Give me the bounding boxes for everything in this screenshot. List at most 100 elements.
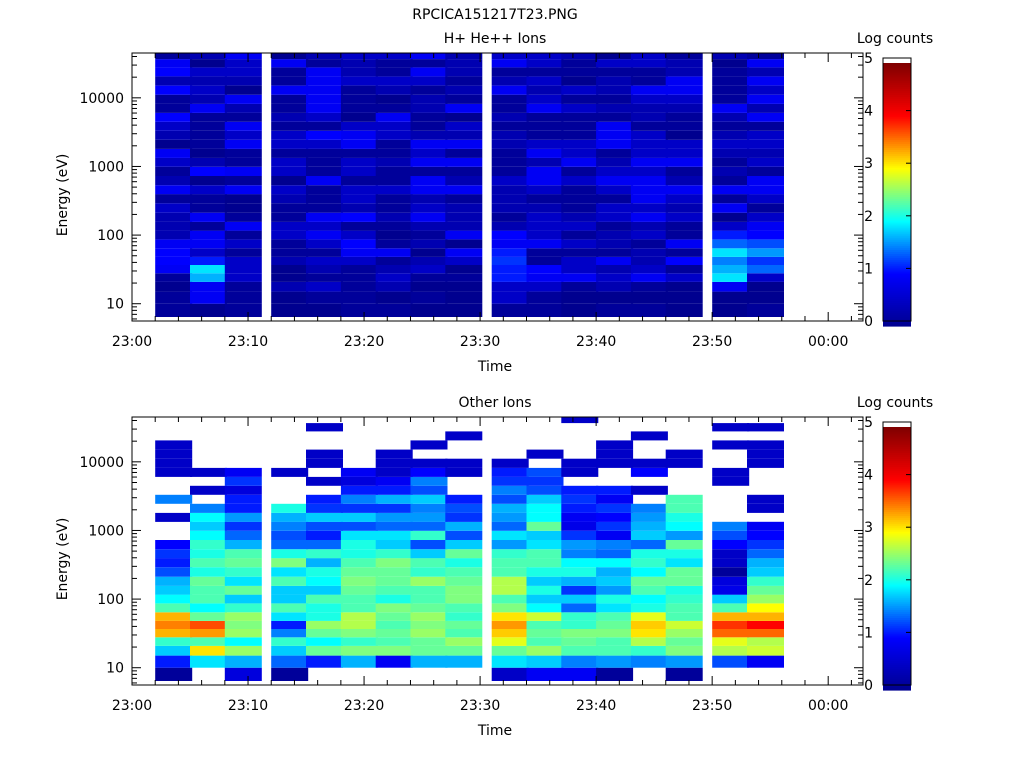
heatmap-cell	[747, 67, 784, 77]
heatmap-cell	[155, 576, 193, 586]
colorbar-segment	[883, 70, 911, 74]
colorbar-segment	[883, 229, 911, 233]
colorbar-segment	[883, 159, 911, 162]
colorbar-segment	[883, 304, 911, 307]
heatmap-cell	[306, 59, 343, 68]
heatmap-cell	[190, 121, 227, 131]
heatmap-cell	[375, 53, 413, 60]
colorbar-segment	[883, 483, 911, 487]
heatmap-cell	[190, 567, 227, 577]
heatmap-cell	[596, 567, 634, 577]
heatmap-cell	[596, 549, 634, 559]
colorbar-segment	[883, 129, 911, 133]
colorbar-segment	[883, 106, 911, 109]
heatmap-cell	[224, 645, 262, 656]
heatmap-cell	[665, 603, 703, 613]
heatmap-cell	[526, 603, 564, 613]
heatmap-cell	[271, 603, 309, 613]
x-axis: 23:00 23:10 23:20 23:30 23:40 23:50 00:00	[112, 53, 852, 350]
heatmap-cell	[271, 540, 309, 550]
colorbar-tick-label: 1	[864, 261, 873, 277]
heatmap-cell	[340, 494, 378, 504]
colorbar-segment	[883, 310, 911, 313]
heatmap-cell	[665, 239, 703, 249]
heatmap-cell	[410, 476, 448, 486]
heatmap-cell	[375, 476, 413, 486]
heatmap-cell	[375, 620, 413, 629]
heatmap-cell	[224, 67, 262, 77]
heatmap-cell	[665, 221, 703, 231]
heatmap-cell	[224, 185, 262, 195]
x-axis-label: Time	[477, 723, 512, 739]
colorbar-segment	[883, 216, 911, 219]
x-tick-label: 23:00	[112, 334, 152, 350]
heatmap-cell	[306, 130, 343, 140]
heatmap-cell	[712, 612, 750, 621]
heatmap-cell	[410, 194, 448, 204]
heatmap-cell	[445, 603, 483, 613]
colorbar-segment	[883, 642, 911, 646]
heatmap-cell	[491, 530, 529, 540]
heatmap-cell	[190, 230, 227, 240]
colorbar-segment	[883, 503, 911, 507]
heatmap-cell	[155, 194, 193, 204]
heatmap-cell	[271, 303, 309, 317]
heatmap-cell	[526, 230, 564, 240]
heatmap-cell	[491, 85, 529, 95]
heatmap-cell	[306, 449, 343, 459]
heatmap-cell	[306, 303, 343, 317]
colorbar-segment	[883, 225, 911, 229]
heatmap-cell	[271, 230, 309, 240]
heatmap-cell	[747, 248, 784, 257]
y-tick-label: 10000	[79, 455, 124, 471]
heatmap-cell	[596, 185, 634, 195]
heatmap-cell	[445, 503, 483, 513]
colorbar-segment	[883, 298, 911, 302]
heatmap-cell	[190, 629, 227, 638]
heatmap-cell	[306, 94, 343, 104]
heatmap-cell	[155, 166, 193, 176]
colorbar-segment	[883, 672, 911, 675]
heatmap-cell	[665, 103, 703, 113]
heatmap-cell	[561, 130, 599, 140]
heatmap-cell	[665, 230, 703, 240]
heatmap-cell	[155, 667, 193, 681]
heatmap-cell	[747, 655, 784, 668]
heatmap-cell	[410, 185, 448, 195]
heatmap-cell	[375, 76, 413, 86]
heatmap-cell	[340, 567, 378, 577]
heatmap-cell	[491, 612, 529, 621]
heatmap-cell	[340, 503, 378, 513]
heatmap-cell	[596, 112, 634, 122]
heatmap-cell	[190, 185, 227, 195]
heatmap-cell	[596, 458, 634, 468]
heatmap-cell	[491, 303, 529, 317]
heatmap-cell	[712, 273, 750, 282]
heatmap-cell	[155, 281, 193, 292]
heatmap-cell	[224, 94, 262, 104]
heatmap-cell	[224, 256, 262, 265]
heatmap-cell	[561, 139, 599, 149]
heatmap-cell	[445, 431, 483, 441]
heatmap-cell	[630, 645, 668, 656]
heatmap-cell	[561, 503, 599, 513]
heatmap-cell	[712, 256, 750, 265]
heatmap-cell	[526, 53, 564, 60]
heatmap-cell	[190, 273, 227, 282]
heatmap-cell	[190, 212, 227, 222]
heatmap-cell	[526, 203, 564, 213]
heatmap-cell	[410, 103, 448, 113]
heatmap-cell	[375, 59, 413, 68]
colorbar-segment	[883, 499, 911, 503]
heatmap-cell	[306, 281, 343, 292]
colorbar-segment	[883, 442, 911, 446]
heatmap-cell	[747, 567, 784, 577]
colorbar-segment	[883, 605, 911, 609]
heatmap-cell	[410, 576, 448, 586]
colorbar-tick-label: 5	[864, 51, 873, 67]
heatmap-cell	[375, 637, 413, 646]
colorbar-segment	[883, 220, 911, 223]
heatmap-cell	[445, 103, 483, 113]
heatmap-cell	[410, 248, 448, 257]
heatmap-cell	[491, 157, 529, 167]
